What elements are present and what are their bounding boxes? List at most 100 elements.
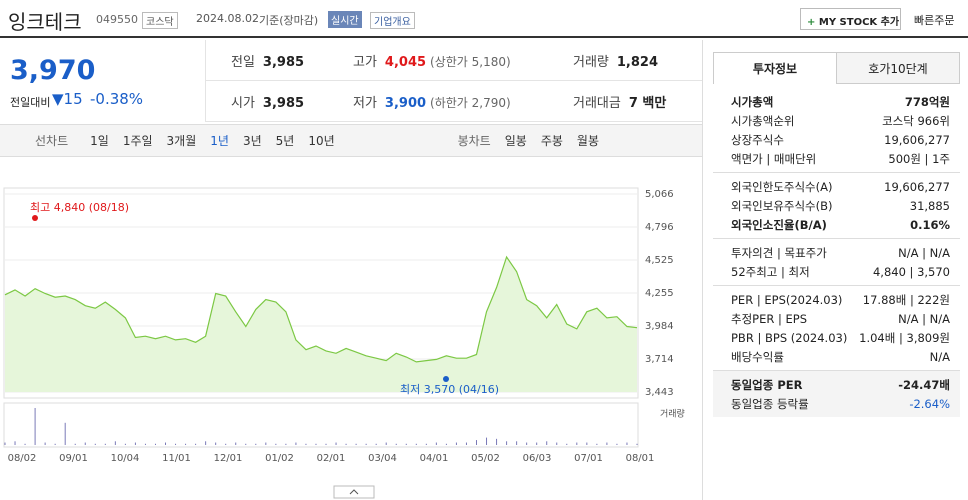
quote-value: 4,045 xyxy=(384,54,427,70)
low-dot xyxy=(443,376,449,382)
volume-bar xyxy=(576,442,578,445)
quote-cell: 고가 4,045 (상한가 5,180) xyxy=(328,51,548,70)
price-area xyxy=(5,257,637,392)
y-tick-label: 3,984 xyxy=(645,321,674,332)
volume-bar xyxy=(496,438,498,445)
mystock-button[interactable]: + MY STOCK 추가 xyxy=(800,8,901,30)
stock-name: 잉크테크 xyxy=(8,10,82,34)
info-label: 외국인보유주식수(B) xyxy=(731,198,833,213)
candle-tab[interactable]: 주봉 xyxy=(540,134,563,148)
info-row: 추정PER | EPS N/A | N/A xyxy=(713,309,960,328)
info-row: 52주최고 | 최저 4,840 | 3,570 xyxy=(713,262,960,281)
period-tabs: 선차트 1일 1주일 3개월 1년 3년 5년 10년 봉차트 일봉 주봉 월봉 xyxy=(0,124,702,157)
volume-bar xyxy=(165,442,167,445)
volume-bar xyxy=(225,443,227,445)
volume-bar xyxy=(636,443,638,445)
plot-frame xyxy=(3,187,639,399)
volume-bar xyxy=(154,443,156,445)
x-tick-label: 11/01 xyxy=(162,453,191,464)
candle-tab[interactable]: 월봉 xyxy=(576,134,599,148)
x-tick-label: 01/02 xyxy=(265,453,294,464)
info-tab[interactable]: 호가10단계 xyxy=(837,52,960,84)
realtime[interactable]: 실시간 xyxy=(328,11,362,28)
volume-bar xyxy=(195,443,197,445)
quote-table: 전일 3,985 고가 4,045 (상한가 5,180) 거래량 1,824 시가 3,985… xyxy=(205,40,702,122)
mystock-label: MY STOCK 추가 xyxy=(818,17,900,28)
info-row: 액면가 | 매매단위 500원 | 1주 xyxy=(713,149,960,168)
info-label: 액면가 | 매매단위 xyxy=(731,151,817,166)
volume-bar xyxy=(54,443,56,445)
x-tick-label: 06/03 xyxy=(523,453,552,464)
info-tabs: 투자정보 호가10단계 xyxy=(713,52,960,84)
volume-bar xyxy=(445,443,447,445)
quote-row: 시가 3,985 저가 3,900 (하한가 2,790) 거래대금 7 백만 xyxy=(206,81,702,122)
period-tab[interactable]: 10년 xyxy=(308,134,335,148)
change-rate: -0.38% xyxy=(90,90,144,108)
volume-bar xyxy=(185,443,187,445)
period-tab[interactable]: 3개월 xyxy=(166,134,197,148)
collapse-button[interactable] xyxy=(333,485,375,499)
info-tab[interactable]: 투자정보 xyxy=(713,52,837,84)
quote-label: 저가 xyxy=(353,95,377,111)
volume-bar xyxy=(245,443,247,445)
info-value: N/A | N/A xyxy=(898,311,950,326)
info-group: PER | EPS(2024.03) 17.88배 | 222원 추정PER | E… xyxy=(713,286,960,371)
info-value: N/A | N/A xyxy=(898,245,950,260)
order[interactable]: 빠른주문 xyxy=(914,14,955,27)
volume-bar xyxy=(14,441,16,445)
info-value: 0.16% xyxy=(910,217,950,232)
quote-label: 고가 xyxy=(353,54,377,70)
y-tick-label: 4,796 xyxy=(645,222,674,233)
x-tick-label: 05/02 xyxy=(471,453,500,464)
info-row: 외국인소진율(B/A) 0.16% xyxy=(713,215,960,234)
period-tab[interactable]: 1일 xyxy=(90,134,109,148)
period-tab[interactable]: 5년 xyxy=(275,134,295,148)
info-row: 시가총액순위 코스닥 966위 xyxy=(713,111,960,130)
overview[interactable]: 기업개요 xyxy=(370,12,415,29)
volume-bar xyxy=(134,442,136,445)
change-label: 전일대비 xyxy=(10,96,51,109)
info-value: 778억원 xyxy=(904,94,950,109)
volume-bar xyxy=(455,442,457,445)
y-tick-label: 3,714 xyxy=(645,354,674,365)
info-group: 시가총액 778억원 시가총액순위 코스닥 966위 상장주식수 19,606,277 액면… xyxy=(713,88,960,173)
volume-bar xyxy=(305,443,307,445)
info-label: 투자의견 | 목표주가 xyxy=(731,245,827,260)
volume-bar xyxy=(626,442,628,445)
volume-bar xyxy=(94,443,96,445)
info-label: 배당수익률 xyxy=(731,349,784,364)
quote-value: 3,985 xyxy=(262,95,305,111)
volume-bar xyxy=(44,442,46,445)
x-tick-label: 03/04 xyxy=(368,453,397,464)
current-price: 3,970 xyxy=(10,55,96,86)
y-tick-label: 5,066 xyxy=(645,189,674,200)
info-label: 상장주식수 xyxy=(731,132,784,147)
period-tab[interactable]: 1년 xyxy=(210,134,229,148)
period-tab[interactable]: 3년 xyxy=(242,134,262,148)
quote-cell: 거래대금 7 백만 xyxy=(548,92,698,111)
high-label: 최고 4,840 (08/18) xyxy=(30,201,129,214)
info-value: 19,606,277 xyxy=(884,132,950,147)
info-group: 외국인한도주식수(A) 19,606,277 외국인보유주식수(B) 31,885 외국… xyxy=(713,173,960,239)
info-label: 시가총액순위 xyxy=(731,113,795,128)
chart: 5,066 4,796 4,525 4,255 3,984 3,714 3,443 최고 4,… xyxy=(3,187,685,499)
info-row: 동일업종 등락률 -2.64% xyxy=(713,394,960,413)
volume-bar xyxy=(586,442,588,445)
quote-value: 3,900 xyxy=(384,95,427,111)
quote-label: 시가 xyxy=(231,95,255,111)
quote-cell: 전일 3,985 xyxy=(206,51,328,70)
volume-bar xyxy=(114,441,116,445)
x-tick-label: 10/04 xyxy=(111,453,140,464)
quote-value: 7 백만 xyxy=(628,95,667,111)
info-panel: 투자정보 호가10단계 시가총액 778억원 시가총액순위 코스닥 966위 상장주식수 1… xyxy=(702,40,968,500)
period-tab[interactable]: 1주일 xyxy=(122,134,153,148)
volume-bar xyxy=(24,443,26,445)
volume-bar xyxy=(295,442,297,445)
candle-tab[interactable]: 일봉 xyxy=(504,134,527,148)
volume-bar xyxy=(175,443,177,445)
volume-bar xyxy=(144,443,146,445)
volume-bar xyxy=(546,441,548,445)
info-value: 19,606,277 xyxy=(884,179,950,194)
quote-row: 전일 3,985 고가 4,045 (상한가 5,180) 거래량 1,824 xyxy=(206,40,702,81)
info-value: 코스닥 966위 xyxy=(882,113,950,128)
